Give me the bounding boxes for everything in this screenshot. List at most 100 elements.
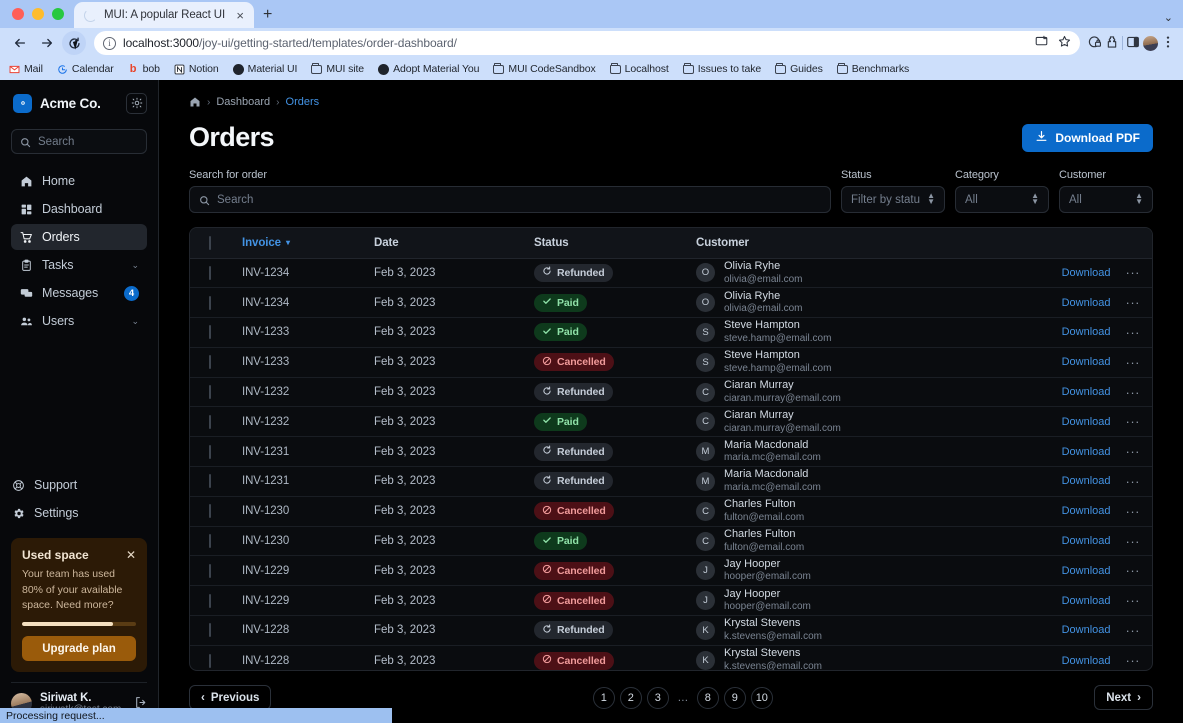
site-info-icon[interactable]: i bbox=[103, 36, 116, 50]
download-link[interactable]: Download bbox=[1061, 654, 1111, 667]
address-bar[interactable]: i localhost:3000/joy-ui/getting-started/… bbox=[94, 31, 1080, 55]
download-link[interactable]: Download bbox=[1061, 624, 1111, 637]
more-options-icon[interactable]: ··· bbox=[1125, 593, 1140, 609]
more-options-icon[interactable]: ··· bbox=[1125, 384, 1140, 400]
more-options-icon[interactable]: ··· bbox=[1125, 324, 1140, 340]
page-number-button[interactable]: 1 bbox=[592, 686, 615, 709]
bookmark-item[interactable]: MUI CodeSandbox bbox=[493, 62, 596, 75]
download-link[interactable]: Download bbox=[1061, 535, 1111, 548]
download-link[interactable]: Download bbox=[1061, 266, 1111, 279]
sidebar-item-tasks[interactable]: Tasks ⌄ bbox=[11, 252, 147, 278]
row-checkbox[interactable] bbox=[209, 563, 211, 578]
page-number-button[interactable]: 3 bbox=[646, 686, 669, 709]
download-link[interactable]: Download bbox=[1061, 475, 1111, 488]
more-options-icon[interactable]: ··· bbox=[1125, 533, 1140, 549]
row-checkbox[interactable] bbox=[209, 623, 211, 638]
search-input[interactable]: Search bbox=[189, 186, 831, 213]
reload-button[interactable] bbox=[62, 31, 86, 55]
chevron-down-icon[interactable]: ⌄ bbox=[131, 259, 139, 270]
minimize-window-button[interactable] bbox=[32, 8, 44, 20]
table-row[interactable]: INV-1228 Feb 3, 2023 Cancelled K Krystal Ste… bbox=[190, 645, 1152, 670]
row-checkbox[interactable] bbox=[209, 385, 211, 400]
more-options-icon[interactable]: ··· bbox=[1125, 444, 1140, 460]
row-checkbox[interactable] bbox=[209, 265, 211, 280]
row-checkbox[interactable] bbox=[209, 295, 211, 310]
brightness-sun-icon[interactable] bbox=[126, 92, 147, 114]
sidebar-item-dashboard[interactable]: Dashboard bbox=[11, 196, 147, 222]
more-options-icon[interactable]: ··· bbox=[1125, 265, 1140, 281]
page-number-button[interactable]: 2 bbox=[619, 686, 642, 709]
extensions-puzzle-icon[interactable] bbox=[1105, 35, 1119, 52]
row-checkbox[interactable] bbox=[209, 444, 211, 459]
chevron-down-icon[interactable]: ⌄ bbox=[1163, 12, 1173, 24]
bookmark-item[interactable]: b bob bbox=[128, 63, 160, 75]
table-row[interactable]: INV-1228 Feb 3, 2023 Refunded K Krystal Stev… bbox=[190, 615, 1152, 646]
back-button[interactable] bbox=[8, 31, 32, 55]
home-icon[interactable] bbox=[189, 96, 201, 108]
close-icon[interactable]: ✕ bbox=[125, 548, 136, 563]
sidebar-item-settings[interactable]: Settings bbox=[11, 500, 147, 526]
status-select[interactable]: Filter by status ▲ ▼ bbox=[841, 186, 945, 213]
table-row[interactable]: INV-1231 Feb 3, 2023 Refunded M Maria Macdon… bbox=[190, 466, 1152, 497]
bookmark-item[interactable]: Mail bbox=[9, 63, 43, 75]
row-checkbox[interactable] bbox=[209, 414, 211, 429]
bookmark-item[interactable]: Issues to take bbox=[682, 62, 761, 75]
logout-icon[interactable] bbox=[134, 696, 147, 712]
sidebar-item-users[interactable]: Users ⌄ bbox=[11, 308, 147, 334]
page-number-button[interactable]: 8 bbox=[696, 686, 719, 709]
bookmark-item[interactable]: Adopt Material You bbox=[378, 63, 480, 75]
browser-tab[interactable]: MUI: A popular React UI fram × bbox=[74, 2, 254, 28]
table-row[interactable]: INV-1234 Feb 3, 2023 Refunded O Olivia Ryhe o… bbox=[190, 258, 1152, 289]
category-select[interactable]: All ▲ ▼ bbox=[955, 186, 1049, 213]
three-dot-menu-icon[interactable] bbox=[1161, 35, 1175, 52]
table-row[interactable]: INV-1234 Feb 3, 2023 Paid O Olivia Ryhe olivi… bbox=[190, 287, 1152, 319]
table-row[interactable]: INV-1232 Feb 3, 2023 Paid C Ciaran Murray cia… bbox=[190, 406, 1152, 438]
row-checkbox[interactable] bbox=[209, 534, 211, 549]
table-row[interactable]: INV-1230 Feb 3, 2023 Cancelled C Charles Ful… bbox=[190, 496, 1152, 527]
page-number-button[interactable]: 9 bbox=[723, 686, 746, 709]
table-row[interactable]: INV-1230 Feb 3, 2023 Paid C Charles Fulton fu… bbox=[190, 526, 1152, 557]
download-link[interactable]: Download bbox=[1061, 415, 1111, 428]
profile-avatar[interactable] bbox=[1143, 35, 1158, 51]
column-status[interactable]: Status bbox=[526, 228, 688, 259]
table-row[interactable]: INV-1232 Feb 3, 2023 Refunded C Ciaran Murra… bbox=[190, 377, 1152, 408]
row-checkbox[interactable] bbox=[209, 504, 211, 519]
download-link[interactable]: Download bbox=[1061, 386, 1111, 399]
chevron-down-icon[interactable]: ⌄ bbox=[131, 315, 139, 326]
page-number-button[interactable]: 10 bbox=[750, 686, 773, 709]
new-tab-button[interactable]: + bbox=[263, 6, 273, 23]
bookmark-item[interactable]: Material UI bbox=[232, 63, 297, 75]
download-link[interactable]: Download bbox=[1061, 594, 1111, 607]
sidebar-item-orders[interactable]: Orders bbox=[11, 224, 147, 250]
maximize-window-button[interactable] bbox=[52, 8, 64, 20]
column-invoice[interactable]: Invoice ▾ bbox=[234, 228, 366, 259]
bookmark-item[interactable]: Guides bbox=[775, 62, 823, 75]
column-date[interactable]: Date bbox=[366, 228, 526, 259]
download-link[interactable]: Download bbox=[1061, 326, 1111, 339]
side-panel-icon[interactable] bbox=[1126, 35, 1140, 52]
previous-page-button[interactable]: ‹ Previous bbox=[189, 685, 272, 710]
download-link[interactable]: Download bbox=[1061, 296, 1111, 309]
download-link[interactable]: Download bbox=[1061, 445, 1111, 458]
sidebar-search-input[interactable]: Search bbox=[11, 129, 147, 154]
bookmark-item[interactable]: Calendar bbox=[57, 63, 114, 75]
bookmark-item[interactable]: MUI site bbox=[311, 62, 364, 75]
more-options-icon[interactable]: ··· bbox=[1125, 414, 1140, 430]
column-customer[interactable]: Customer bbox=[688, 228, 1022, 259]
table-row[interactable]: INV-1229 Feb 3, 2023 Cancelled J Jay Hooper h… bbox=[190, 585, 1152, 617]
download-link[interactable]: Download bbox=[1061, 505, 1111, 518]
sidebar-item-home[interactable]: Home bbox=[11, 168, 147, 194]
bookmark-item[interactable]: Notion bbox=[174, 63, 219, 75]
table-row[interactable]: INV-1231 Feb 3, 2023 Refunded M Maria Macdon… bbox=[190, 436, 1152, 468]
row-checkbox[interactable] bbox=[209, 653, 211, 668]
row-checkbox[interactable] bbox=[209, 474, 211, 489]
more-options-icon[interactable]: ··· bbox=[1125, 473, 1140, 489]
breadcrumb-item-orders[interactable]: Orders bbox=[285, 96, 320, 108]
close-icon[interactable]: × bbox=[236, 7, 244, 23]
cast-icon[interactable] bbox=[1035, 35, 1048, 51]
customer-select[interactable]: All ▲ ▼ bbox=[1059, 186, 1153, 213]
next-page-button[interactable]: Next › bbox=[1094, 685, 1153, 710]
forward-button[interactable] bbox=[35, 31, 59, 55]
row-checkbox[interactable] bbox=[209, 325, 211, 340]
more-options-icon[interactable]: ··· bbox=[1125, 295, 1140, 311]
